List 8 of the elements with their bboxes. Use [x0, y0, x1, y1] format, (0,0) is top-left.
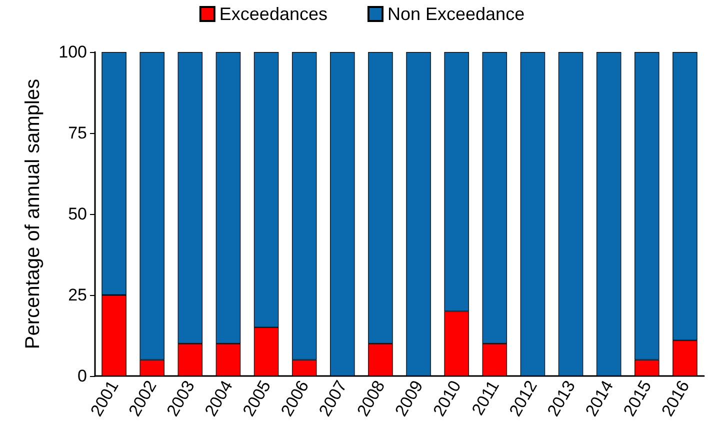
y-tick-label: 75 — [68, 124, 87, 142]
y-tick-label: 100 — [58, 42, 87, 62]
legend-label: Exceedances — [219, 4, 328, 24]
y-tick-label: 50 — [68, 204, 87, 224]
y-axis-title: Percentage of annual samples — [22, 78, 44, 350]
y-tick-label: 25 — [68, 286, 87, 304]
y-tick-label: 0 — [78, 366, 87, 386]
legend-label: Non Exceedance — [387, 4, 525, 24]
